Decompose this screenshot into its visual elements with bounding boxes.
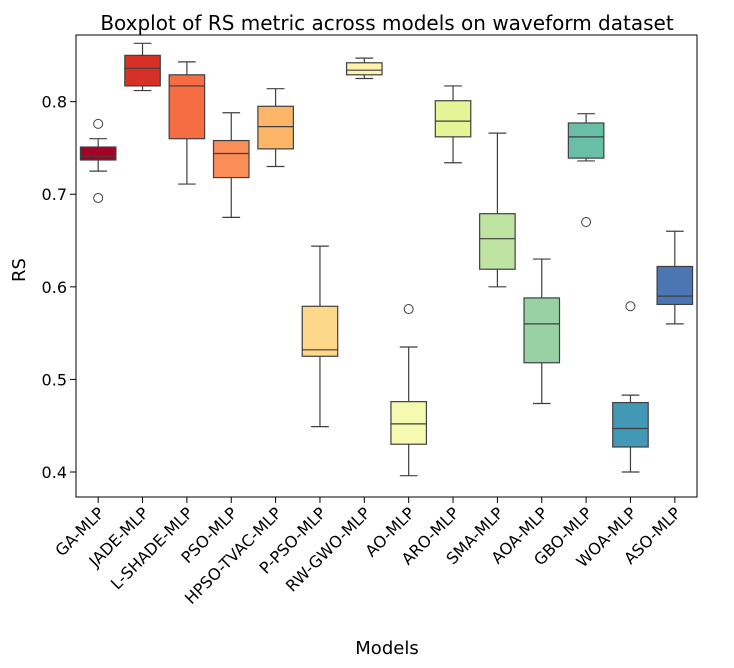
box-iqr [434,100,472,138]
outlier-point [93,192,104,203]
box-iqr [124,54,161,87]
box-aoa-mlp [523,258,561,405]
box-pso-mlp [212,112,250,218]
y-tick-label: 0.6 [42,278,67,297]
box-iqr [79,146,117,161]
box-l-shade-mlp [168,61,206,185]
box-aro-mlp [434,85,472,164]
box-rw-gwo-mlp [345,57,383,80]
box-iqr [567,122,605,159]
x-axis-label: Models [355,638,418,659]
box-iqr [390,401,428,445]
box-iqr [612,401,649,448]
box-jade-mlp [124,42,161,92]
chart-title: Boxplot of RS metric across models on wa… [100,11,674,35]
outlier-point [625,301,636,312]
y-tick-label: 0.4 [42,463,67,482]
box-sma-mlp [479,132,516,288]
plot-frame [75,34,698,498]
outlier-point [93,118,104,129]
box-iqr [301,305,339,357]
box-woa-mlp [612,301,649,473]
box-iqr [656,265,694,306]
box-iqr [212,139,250,179]
box-iqr [345,62,383,76]
y-tick-label: 0.5 [42,370,67,389]
y-tick-label: 0.8 [42,93,67,112]
box-iqr [479,213,516,270]
box-iqr [257,105,294,150]
y-axis-label: RS [9,258,30,282]
box-p-pso-mlp [301,245,339,428]
box-iqr [523,297,561,364]
box-aso-mlp [656,230,694,325]
box-ga-mlp [79,118,117,203]
box-gbo-mlp [567,113,605,228]
outlier-point [403,304,414,315]
box-ao-mlp [390,304,428,477]
box-hpso-tvac-mlp [257,88,294,168]
outlier-point [581,217,592,228]
box-iqr [168,74,206,140]
y-tick-label: 0.7 [42,185,67,204]
